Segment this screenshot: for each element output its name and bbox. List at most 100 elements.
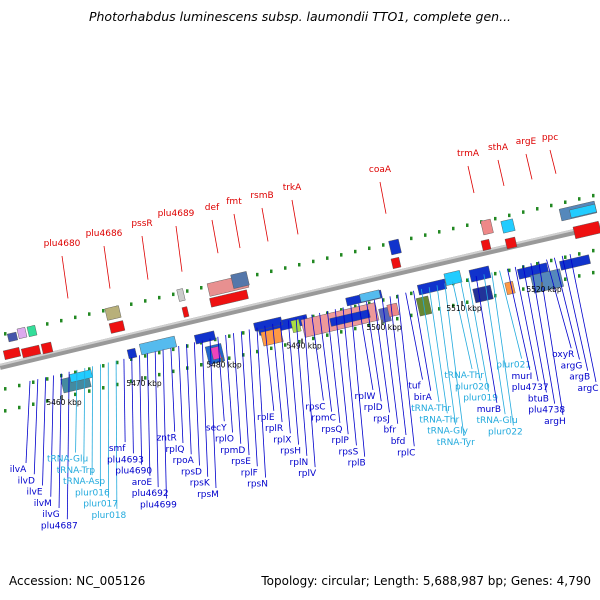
gene-label[interactable]: murB [477,405,501,415]
gene-label[interactable]: plu4680 [44,239,81,249]
gene-label[interactable]: ilvA [10,465,27,475]
gene-label[interactable]: rpsM [197,490,219,500]
gene-label[interactable]: plur017 [83,500,118,510]
gene-label[interactable]: argH [544,417,566,427]
gene-label[interactable]: rplV [298,469,317,479]
gene-label[interactable]: argG [561,361,583,371]
gene-label[interactable]: rpsD [181,467,202,477]
gene-label[interactable]: tRNA-Gly [427,427,469,437]
gene-label[interactable]: birA [414,393,433,403]
feature-block[interactable] [504,236,518,250]
gene-label[interactable]: rpsE [231,457,251,467]
gene-label[interactable]: tRNA-Glu [477,416,518,426]
feature-block[interactable] [572,220,600,240]
feature-block[interactable] [443,270,463,286]
gene-label[interactable]: btuB [528,394,549,404]
gene-label[interactable]: rplQ [165,445,184,455]
feature-block[interactable] [559,254,591,271]
feature-block[interactable] [388,238,402,256]
gene-label[interactable]: tRNA-Trp [57,466,96,476]
gene-label[interactable]: plu4693 [107,455,144,465]
gene-label[interactable]: tRNA-Thr [411,404,451,414]
gene-label[interactable]: bfr [383,426,396,436]
feature-block[interactable] [480,218,494,236]
gene-label[interactable]: bfd [391,437,406,447]
gene-label[interactable]: rplD [364,403,383,413]
feature-block[interactable] [569,203,597,219]
gene-label[interactable]: rpsH [280,447,301,457]
gene-label[interactable]: tRNA-Glu [47,455,88,465]
gene-label[interactable]: plu4687 [41,521,78,531]
gene-label[interactable]: plu4692 [132,489,169,499]
gene-label[interactable]: oxyR [552,350,574,360]
gene-label[interactable]: secY [206,423,227,433]
feature-block[interactable] [126,347,138,360]
feature-block[interactable] [16,326,28,340]
gene-label[interactable]: rpsN [247,480,268,490]
gene-label[interactable]: rplB [348,459,366,469]
gene-label[interactable]: murI [511,372,532,382]
gene-label[interactable]: trkA [283,183,302,193]
gene-label[interactable]: plur020 [455,382,490,392]
gene-label[interactable]: rplW [355,392,376,402]
gene-label[interactable]: tuf [408,382,421,392]
gene-label[interactable]: plu4689 [158,209,195,219]
gene-label[interactable]: ppc [542,133,558,143]
gene-label[interactable]: tRNA-Asp [63,477,105,487]
feature-block[interactable] [40,341,54,355]
gene-label[interactable]: fmt [226,197,242,207]
feature-block[interactable] [359,289,381,303]
gene-label[interactable]: sthA [488,143,509,153]
feature-block[interactable] [472,284,494,304]
gene-label[interactable]: aroE [132,478,153,488]
gene-label[interactable]: ilvM [34,499,52,509]
gene-label[interactable]: trmA [457,149,480,159]
gene-label[interactable]: rpsJ [373,414,390,424]
gene-label[interactable]: rpsS [339,447,359,457]
gene-label[interactable]: rpmC [311,414,335,424]
gene-label[interactable]: rplO [215,435,234,445]
gene-label[interactable]: plu4737 [512,383,549,393]
feature-block[interactable] [230,271,250,289]
feature-block[interactable] [6,331,19,343]
feature-block[interactable] [500,218,516,234]
gene-label[interactable]: plu4686 [86,229,123,239]
gene-label[interactable]: rplX [273,435,291,445]
gene-label[interactable]: plur019 [463,394,498,404]
gene-label[interactable]: rpsK [190,479,211,489]
gene-label[interactable]: coaA [369,165,392,175]
gene-label[interactable]: argB [569,373,590,383]
feature-block[interactable] [468,265,492,283]
gene-label[interactable]: tRNA-Thr [419,415,459,425]
gene-label[interactable]: rpoA [173,456,195,466]
gene-label[interactable]: rplF [241,468,258,478]
feature-block[interactable] [26,324,38,338]
gene-label[interactable]: plur018 [91,511,126,521]
feature-block[interactable] [193,330,217,345]
feature-block[interactable] [416,278,448,296]
feature-block[interactable] [530,268,564,294]
gene-label[interactable]: rpsQ [321,425,342,435]
feature-block[interactable] [386,302,400,318]
feature-block[interactable] [2,347,22,360]
feature-block[interactable] [69,369,93,383]
gene-label[interactable]: plu4690 [115,467,152,477]
gene-label[interactable]: plu4699 [140,500,177,510]
gene-label[interactable]: rplN [290,458,309,468]
gene-label[interactable]: plur021 [496,361,531,371]
gene-label[interactable]: ilvD [18,476,35,486]
feature-block[interactable] [181,306,190,318]
feature-block[interactable] [480,238,492,252]
feature-block[interactable] [138,335,178,356]
gene-label[interactable]: rsmB [250,191,273,201]
feature-block[interactable] [104,305,122,321]
gene-label[interactable]: argE [516,137,537,147]
feature-block[interactable] [253,316,283,332]
gene-label[interactable]: rplP [332,436,350,446]
gene-label[interactable]: rplR [265,424,283,434]
gene-label[interactable]: pssR [131,219,152,229]
feature-block[interactable] [176,288,186,302]
gene-label[interactable]: zntR [157,434,177,444]
gene-label[interactable]: argC [577,384,598,394]
